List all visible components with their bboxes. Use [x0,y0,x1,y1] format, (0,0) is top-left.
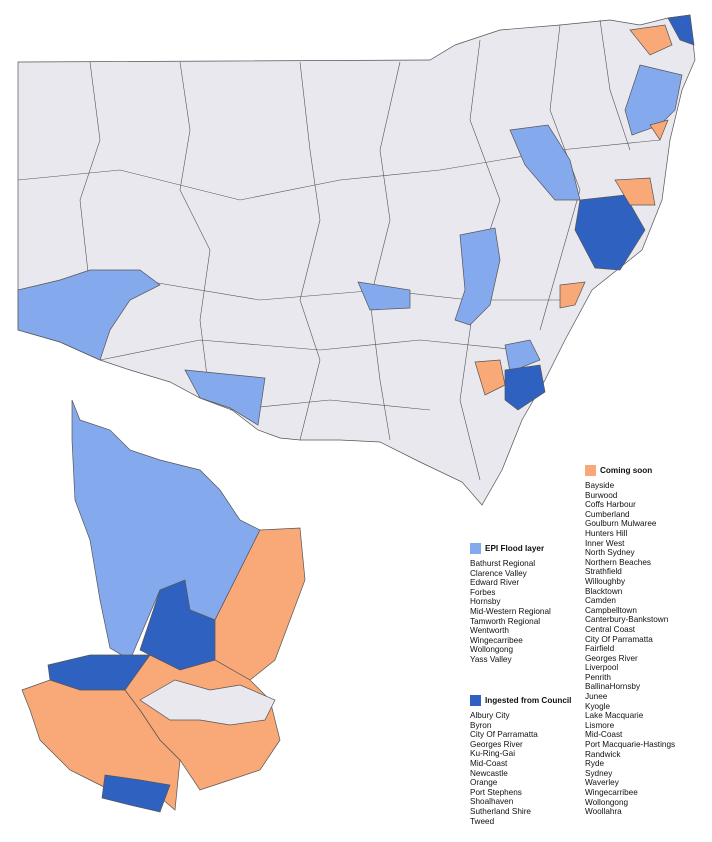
legend-item: Clarence Valley [470,568,527,578]
legend-item: Port Macquarie-Hastings [585,740,676,750]
legend-item: Tamworth Regional [470,616,541,626]
legend-item: Ryde [585,759,605,769]
region-light-blue [357,281,411,311]
legend-title: Coming soon [600,466,653,475]
legend-item: Wentworth [470,626,509,636]
legend-heading: EPI Flood layer [470,543,551,554]
region-dark-blue [667,14,695,46]
legend-item: BallinaHornsby [585,682,641,692]
sydney-inset [21,399,306,813]
legend-item: Mid-Coast [585,730,623,740]
legend-group: EPI Flood layer Bathurst Regional Clarence… [470,543,551,665]
legend-item: Bayside [585,481,615,490]
nsw-map [17,14,696,506]
legend-item: Port Stephens [470,787,522,797]
legend-item: Randwick [585,749,621,759]
legend-item: Tweed [470,816,495,826]
legend-swatch [585,465,596,476]
legend-heading: Ingested from Council [470,695,571,706]
legend-item: Sydney [585,768,613,778]
legend-item: Waverley [585,778,619,788]
legend-item: Central Coast [585,624,636,634]
legend-item: Forbes [470,587,496,597]
legend-item: Wollongong [470,645,514,655]
region-orange [559,281,586,309]
legend-item: Newcastle [470,768,508,778]
region-orange [649,119,669,141]
legend-item: Junee [585,692,608,702]
inset-dark-blue [101,774,171,813]
legend-item: Wollongong [585,797,629,807]
region-light-blue [17,269,161,361]
legend-item: Sutherland Shire [470,806,531,816]
legend-item: Ku-Ring-Gai [470,749,516,759]
legend-item: Strathfield [585,567,622,577]
legend-item: Canterbury-Bankstown [585,615,669,625]
legend-item: Campbelltown [585,605,637,615]
legend-item: Orange [470,778,498,788]
legend-item: Hunters Hill [585,528,628,538]
legend-group: Ingested from Council Albury City Byron Cit… [470,695,571,826]
legend-item: Byron [470,720,492,730]
inset-orange [21,679,181,811]
legend-item: Albury City [470,711,510,720]
legend-item: Fairfield [585,644,615,654]
legend-item: Cumberland [585,509,630,519]
legend-item: North Sydney [585,548,635,558]
legend-item: Bathurst Regional [470,559,536,568]
legend-item: Coffs Harbour [585,500,636,510]
legend-group: Coming soon Bayside Burwood Coffs Harbour Cu… [585,465,675,817]
legend-swatch [470,695,481,706]
legend-item: Goulburn Mulwaree [585,519,657,529]
legend-item: Woollahra [585,807,622,817]
legend-item: Mid-Western Regional [470,606,551,616]
region-light-blue [454,227,501,326]
legend-title: EPI Flood layer [485,544,545,553]
legend-item: City Of Parramatta [585,634,653,644]
legend-item: Liverpool [585,663,619,673]
legend-item: Blacktown [585,586,623,596]
region-orange [614,177,656,206]
region-orange [629,24,673,56]
legend-item: Yass Valley [470,654,512,664]
legend-item: Wingecarribee [585,788,638,797]
legend-title: Ingested from Council [485,696,572,705]
legend-item: Lismore [585,720,615,730]
region-light-blue [504,339,541,373]
legend-heading: Coming soon [585,465,675,476]
region-light-blue [184,369,266,426]
legend-item: Georges River [470,739,523,749]
legend-item: Kyogle [585,701,611,711]
legend-item: Mid-Coast [470,758,508,768]
region-orange [474,359,506,396]
legend-item: Penrith [585,672,611,682]
legend-item: Burwood [585,490,618,500]
legend-item: Lake Macquarie [585,711,644,721]
legend-item: Wingecarribee [470,635,523,645]
legend-item: Georges River [585,653,638,663]
legend-item: Willoughby [585,576,626,586]
legend-item: Edward River [470,578,520,588]
region-dark-blue [504,364,546,411]
legend-item: Northern Beaches [585,557,651,567]
inset-grey [139,679,276,726]
legend-item: Shoalhaven [470,797,514,807]
legend-item: Hornsby [470,597,501,607]
legend-item: City Of Parramatta [470,730,538,740]
legend-item: Inner West [585,538,625,548]
legend-item: Camden [585,596,616,606]
legend-swatch [470,543,481,554]
